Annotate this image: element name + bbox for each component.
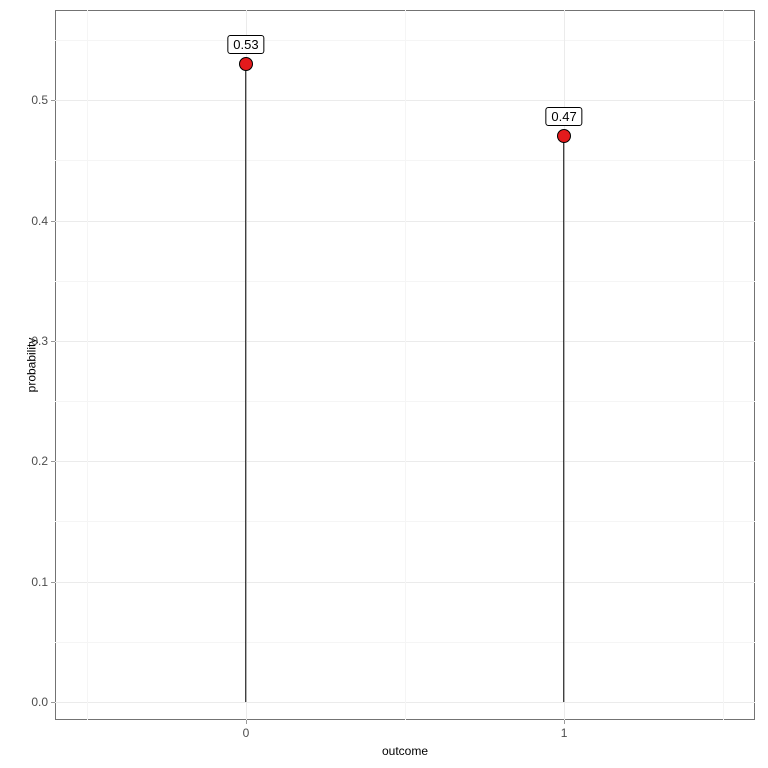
gridline-x-minor	[723, 10, 724, 720]
ytick-label: 0.0	[31, 695, 48, 709]
stem	[245, 64, 246, 702]
xtick-label: 1	[561, 726, 568, 740]
value-label: 0.47	[545, 107, 582, 126]
figure: probability 0.530.47 outcome 0.00.10.20.…	[0, 0, 768, 768]
data-point	[239, 57, 253, 71]
ytick-mark	[51, 461, 55, 462]
stem	[563, 136, 564, 702]
ytick-mark	[51, 702, 55, 703]
xtick-mark	[246, 720, 247, 724]
ytick-mark	[51, 582, 55, 583]
ytick-label: 0.4	[31, 214, 48, 228]
ytick-label: 0.5	[31, 93, 48, 107]
xtick-mark	[564, 720, 565, 724]
ytick-mark	[51, 341, 55, 342]
x-axis-label: outcome	[382, 744, 428, 758]
ytick-mark	[51, 100, 55, 101]
ytick-mark	[51, 221, 55, 222]
plot-panel: 0.53 0.47	[55, 10, 755, 720]
ytick-label: 0.2	[31, 454, 48, 468]
value-label: 0.53	[227, 35, 264, 54]
data-point	[557, 129, 571, 143]
gridline-x-minor	[87, 10, 88, 720]
ytick-label: 0.3	[31, 334, 48, 348]
ytick-label: 0.1	[31, 575, 48, 589]
xtick-label: 0	[243, 726, 250, 740]
gridline-x-minor	[405, 10, 406, 720]
